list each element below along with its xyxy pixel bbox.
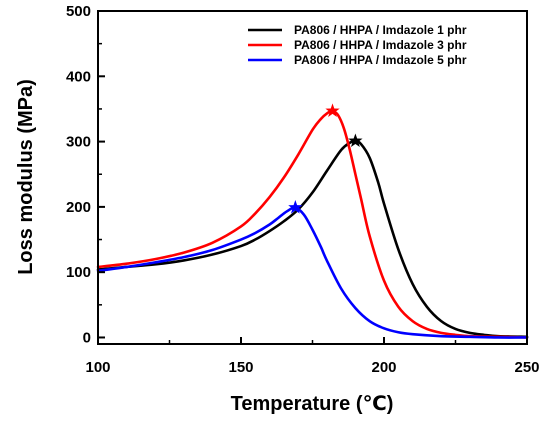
series-line-imidazole-1phr [96,139,529,339]
y-tick-label: 500 [66,3,91,20]
series-line-imidazole-5phr [96,206,529,339]
ticks-layer: 100 150 200 250 0 100 200 300 400 500 [66,3,540,376]
y-tick-label: 200 [66,199,91,216]
peak-star-marker-imidazole-3phr [325,103,340,117]
y-tick-label: 300 [66,134,91,151]
y-axis-title: Loss modulus (MPa) [15,79,37,275]
legend-label-imidazole-1phr: PA806 / HHPA / Imdazole 1 phr [294,23,467,37]
x-tick-label: 100 [85,359,110,376]
legend-label-imidazole-5phr: PA806 / HHPA / Imdazole 5 phr [294,53,467,67]
curves-layer [96,103,529,339]
x-tick-label: 200 [371,359,396,376]
peak-star-marker-imidazole-5phr [288,200,303,214]
x-tick-label: 250 [514,359,539,376]
y-tick-label: 100 [66,264,91,281]
y-tick-label: 0 [83,329,91,346]
series-line-imidazole-3phr [96,109,529,339]
x-axis-title: Temperature (℃) [231,393,394,415]
x-tick-label: 150 [228,359,253,376]
y-tick-label: 400 [66,68,91,85]
legend-label-imidazole-3phr: PA806 / HHPA / Imdazole 3 phr [294,38,467,52]
peak-star-marker-imidazole-1phr [348,133,363,147]
